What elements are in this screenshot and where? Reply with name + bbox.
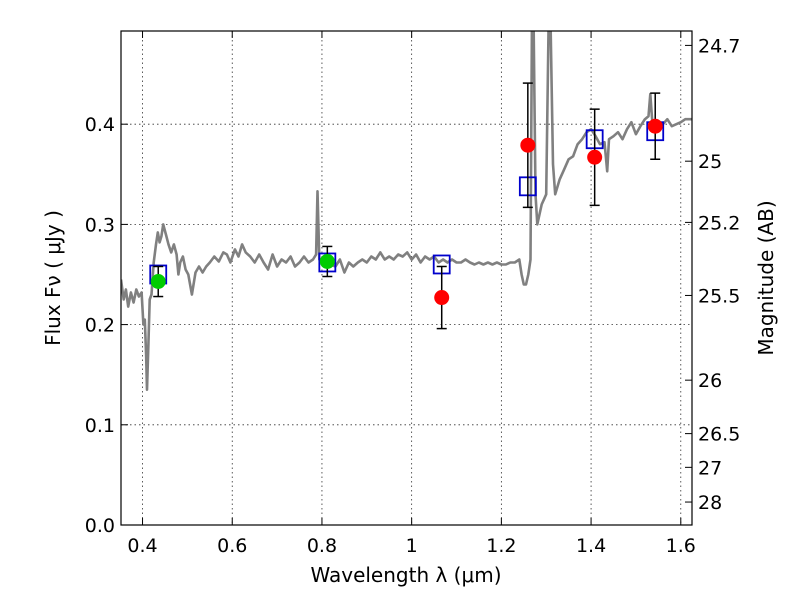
x-tick-label: 1.4 bbox=[576, 535, 606, 557]
photometry-point bbox=[520, 137, 536, 153]
x-tick-label: 1.2 bbox=[486, 535, 516, 557]
photometry-point bbox=[434, 290, 450, 306]
plot-frame bbox=[120, 30, 693, 526]
right-tick-label: 25 bbox=[698, 151, 722, 173]
right-tick-label: 26.5 bbox=[698, 424, 740, 446]
right-tick-label: 26 bbox=[698, 370, 722, 392]
photometry-point bbox=[587, 149, 603, 165]
spectrum-line bbox=[121, 31, 692, 391]
right-tick-label: 25.5 bbox=[698, 285, 740, 307]
y-tick-label: 0.2 bbox=[85, 315, 115, 337]
x-tick-label: 0.8 bbox=[307, 535, 337, 557]
grid bbox=[121, 31, 692, 525]
y-tick-label: 0.1 bbox=[85, 415, 115, 437]
y-axis-label: Flux Fν ( μJy ) bbox=[41, 210, 65, 346]
right-tick-label: 27 bbox=[698, 457, 722, 479]
x-tick-label: 1.6 bbox=[666, 535, 696, 557]
right-axis-label: Magnitude (AB) bbox=[754, 200, 778, 355]
photometry-point bbox=[319, 253, 335, 269]
right-tick-label: 24.7 bbox=[698, 35, 740, 57]
right-tick-label: 28 bbox=[698, 492, 722, 514]
x-axis-label: Wavelength λ (μm) bbox=[310, 563, 501, 587]
right-tick-label: 25.2 bbox=[698, 212, 740, 234]
x-tick-label: 0.6 bbox=[217, 535, 247, 557]
photometry-point bbox=[150, 274, 166, 290]
plot-area bbox=[121, 31, 692, 391]
x-tick-label: 1 bbox=[406, 535, 418, 557]
photometry-point bbox=[647, 118, 663, 134]
ticks: 0.4 0.6 0.8 1 1.2 1.4 1.6 0.0 0.1 0.2 0.3 0.4 24.7 25… bbox=[85, 31, 740, 557]
y-tick-label: 0.0 bbox=[85, 515, 115, 537]
y-tick-label: 0.4 bbox=[85, 114, 115, 136]
x-tick-label: 0.4 bbox=[127, 535, 157, 557]
y-tick-label: 0.3 bbox=[85, 214, 115, 236]
